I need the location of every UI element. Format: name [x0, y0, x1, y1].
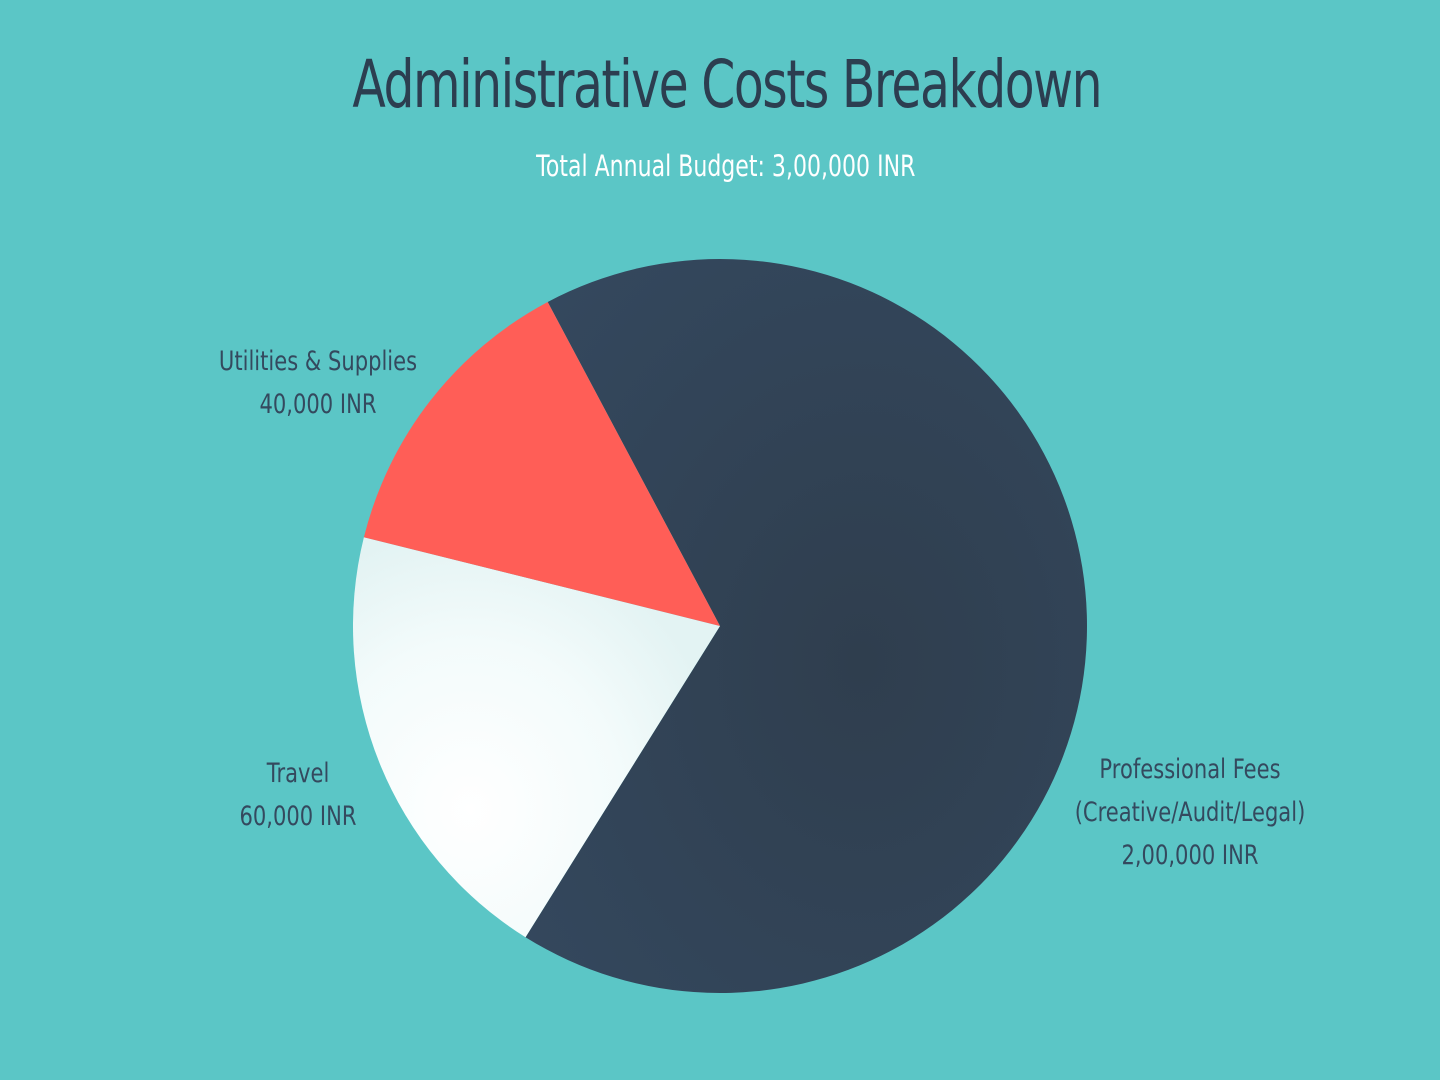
label-professional-name: Professional Fees — [1099, 754, 1281, 785]
chart-subtitle: Total Annual Budget: 3,00,000 INR — [536, 149, 916, 183]
label-utilities-name: Utilities & Supplies — [218, 346, 418, 377]
pie-slice-travel — [353, 537, 720, 938]
label-utilities-value: 40,000 INR — [259, 389, 377, 420]
label-travel-value: 60,000 INR — [239, 801, 357, 832]
label-professional-fees: Professional Fees (Creative/Audit/Legal)… — [1073, 748, 1307, 877]
label-travel: Travel 60,000 INR — [206, 752, 390, 838]
pie-slice-professional-fees — [525, 258, 1087, 993]
label-travel-name: Travel — [266, 758, 330, 789]
chart-title: Administrative Costs Breakdown — [352, 46, 1102, 123]
pie-slice-utilities-supplies — [363, 301, 720, 626]
label-professional-name-line2: (Creative/Audit/Legal) — [1074, 797, 1306, 828]
label-utilities-supplies: Utilities & Supplies 40,000 INR — [210, 340, 425, 426]
label-professional-value: 2,00,000 INR — [1121, 840, 1259, 871]
